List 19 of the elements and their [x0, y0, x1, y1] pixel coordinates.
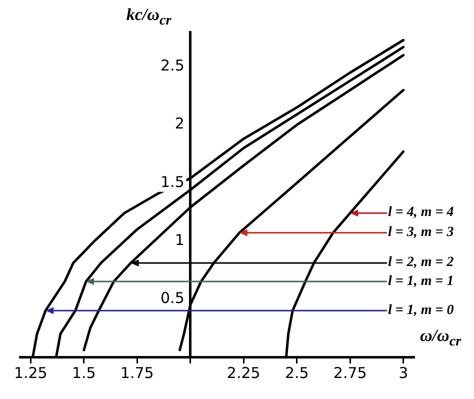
annotation: l = 4, m = 4	[388, 205, 454, 220]
x-tick-label: 2.75	[333, 364, 367, 382]
x-axis-title: ω/ω$_{cr}$	[420, 326, 462, 350]
y-tick-label: 2.5	[160, 56, 184, 75]
x-tick-label: 2.25	[226, 364, 260, 382]
annotation: l = 1, m = 0	[388, 302, 454, 318]
annotation: l = 2, m = 2	[388, 254, 454, 270]
annotation: l = 3, m = 3	[388, 224, 454, 240]
annotation: l = 1, m = 1	[388, 274, 454, 289]
x-tick-label: 1.5	[72, 364, 96, 382]
x-tick-label: 2.5	[284, 364, 309, 382]
y-tick-label: 1	[174, 230, 184, 249]
y-tick-label: 0.5	[160, 288, 184, 307]
x-tick-label: 1.25	[14, 364, 48, 382]
y-tick-label: 1.5	[160, 172, 184, 191]
y-axis-title: kc/ω$_{cr}$	[126, 5, 172, 30]
x-tick-label: 1.75	[120, 364, 154, 382]
y-tick-label: 2	[174, 114, 184, 133]
x-tick-label: 3	[398, 364, 408, 382]
